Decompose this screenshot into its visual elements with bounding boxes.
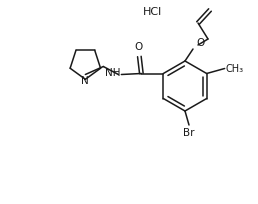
- Text: NH: NH: [105, 69, 120, 79]
- Text: O: O: [134, 41, 142, 51]
- Text: CH₃: CH₃: [226, 63, 244, 73]
- Text: N: N: [82, 75, 89, 85]
- Text: Br: Br: [183, 128, 195, 138]
- Text: HCl: HCl: [142, 7, 162, 17]
- Text: O: O: [196, 38, 204, 48]
